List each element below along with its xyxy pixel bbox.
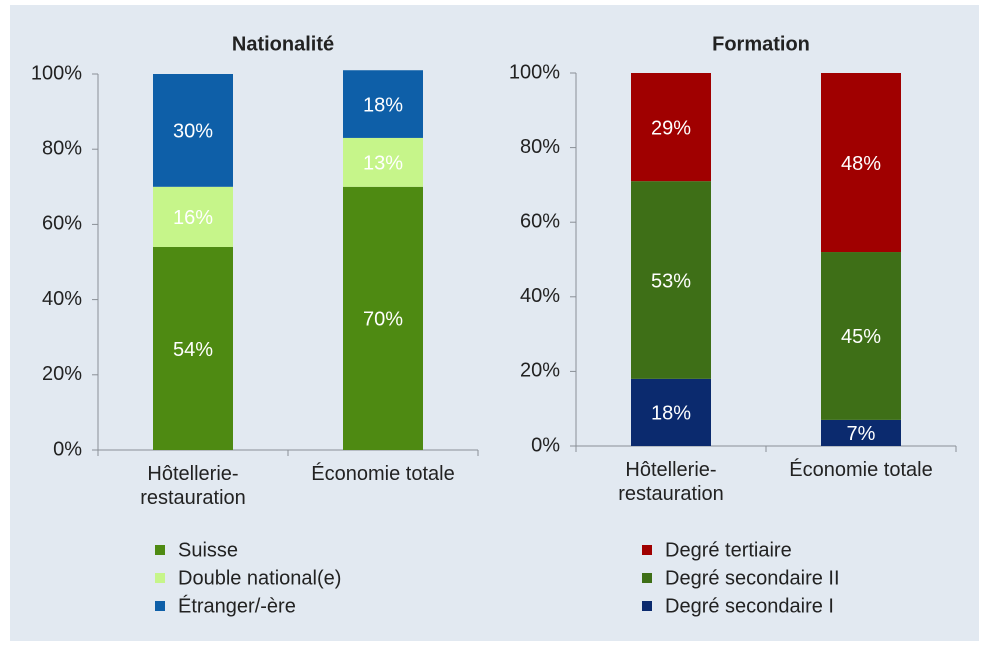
bar-segment xyxy=(821,73,901,253)
legend-swatch xyxy=(642,545,652,555)
data-label: 53% xyxy=(651,270,691,292)
y-tick-label: 20% xyxy=(42,363,82,385)
y-tick-label: 100% xyxy=(31,62,82,84)
x-tick-label-box: Économie totale xyxy=(311,463,455,485)
bar-segment xyxy=(153,246,233,450)
y-tick-label: 0% xyxy=(53,438,82,460)
legend-swatch xyxy=(642,601,652,611)
data-label: 29% xyxy=(651,117,691,139)
y-tick-label: 80% xyxy=(42,137,82,159)
legend-swatch xyxy=(155,545,165,555)
legend-label: Étranger/-ère xyxy=(178,594,296,617)
bar-segment xyxy=(821,419,901,446)
x-tick-label-box: Économie totale xyxy=(789,459,933,481)
legend-swatch xyxy=(155,601,165,611)
bar-segment xyxy=(153,186,233,247)
x-tick-label: Économie totale xyxy=(789,459,933,481)
data-label: 7% xyxy=(847,423,876,445)
bar-segment xyxy=(343,186,423,451)
legend-swatch xyxy=(155,573,165,583)
data-label: 30% xyxy=(173,121,213,143)
data-label: 48% xyxy=(841,153,881,175)
bar-segment xyxy=(821,252,901,420)
x-tick-label: Hôtellerie-restauration xyxy=(618,459,724,505)
legend-label: Suisse xyxy=(178,539,238,561)
data-label: 70% xyxy=(363,309,403,331)
y-tick-label: 100% xyxy=(509,61,560,83)
bar-segment xyxy=(343,137,423,187)
bar-segment xyxy=(631,73,711,182)
y-tick-label: 60% xyxy=(520,210,560,232)
data-label: 13% xyxy=(363,153,403,175)
bar-segment xyxy=(343,70,423,138)
legend-swatch xyxy=(642,573,652,583)
data-label: 16% xyxy=(173,207,213,229)
legend-label: Degré secondaire I xyxy=(665,595,834,617)
chart-title: Formation xyxy=(712,33,810,55)
y-tick-label: 20% xyxy=(520,360,560,382)
y-tick-label: 40% xyxy=(520,285,560,307)
bar-segment xyxy=(153,74,233,187)
bar-segment xyxy=(631,378,711,446)
y-tick-label: 60% xyxy=(42,213,82,235)
x-tick-label-box: Hôtellerie-restauration xyxy=(618,459,724,505)
chart-title: Nationalité xyxy=(232,33,334,55)
x-tick-label: Hôtellerie-restauration xyxy=(140,463,246,509)
data-label: 18% xyxy=(363,94,403,116)
data-label: 54% xyxy=(173,339,213,361)
legend-label: Degré secondaire II xyxy=(665,567,840,589)
x-tick-label: Économie totale xyxy=(311,463,455,485)
data-label: 18% xyxy=(651,403,691,425)
y-tick-label: 0% xyxy=(531,434,560,456)
bar-segment xyxy=(631,181,711,379)
data-label: 45% xyxy=(841,326,881,348)
legend-label: Degré tertiaire xyxy=(665,539,792,561)
y-tick-label: 80% xyxy=(520,136,560,158)
y-tick-label: 40% xyxy=(42,288,82,310)
x-tick-label-box: Hôtellerie-restauration xyxy=(140,463,246,509)
legend-label: Double national(e) xyxy=(178,567,341,589)
